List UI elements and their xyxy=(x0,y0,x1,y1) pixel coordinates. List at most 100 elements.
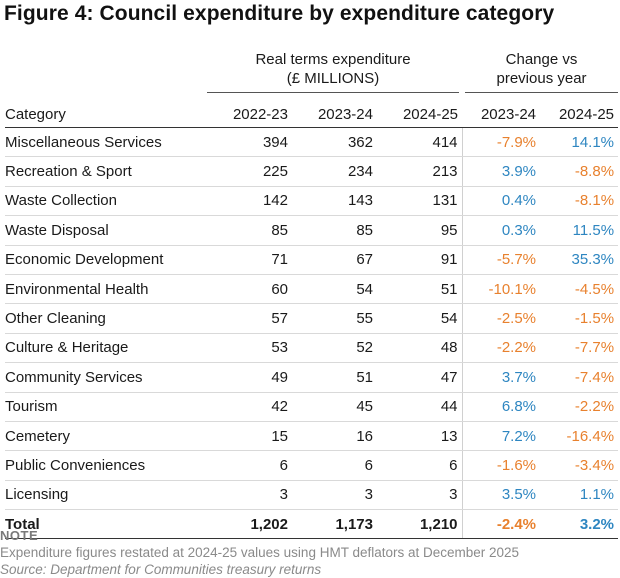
change-cell-2024-25: -7.7% xyxy=(540,333,619,364)
group-header-spacer xyxy=(5,46,207,93)
category-cell: Waste Disposal xyxy=(5,215,207,246)
change-cell-2024-25: 11.5% xyxy=(540,215,619,246)
total-row: Total 1,202 1,173 1,210 -2.4% 3.2% xyxy=(5,509,619,540)
value-cell-2023-24: 3 xyxy=(292,480,377,511)
value-cell-2023-24: 51 xyxy=(292,362,377,393)
column-header-2024-25: 2024-25 xyxy=(377,92,463,128)
value-cell-2023-24: 85 xyxy=(292,215,377,246)
value-cell-2024-25: 131 xyxy=(377,186,463,217)
note-text: Expenditure figures restated at 2024-25 … xyxy=(0,545,520,560)
value-cell-2024-25: 3 xyxy=(377,480,463,511)
change-cell-2024-25: -8.8% xyxy=(540,156,619,187)
value-cell-2023-24: 143 xyxy=(292,186,377,217)
category-cell: Public Conveniences xyxy=(5,450,207,481)
change-cell-2024-25: -3.4% xyxy=(540,450,619,481)
value-cell-2024-25: 95 xyxy=(377,215,463,246)
value-cell-2022-23: 57 xyxy=(207,303,292,334)
category-cell: Recreation & Sport xyxy=(5,156,207,187)
column-header-2022-23: 2022-23 xyxy=(207,92,292,128)
change-cell-2024-25: 1.1% xyxy=(540,480,619,511)
value-cell-2023-24: 6 xyxy=(292,450,377,481)
change-cell-2023-24: 3.9% xyxy=(461,156,541,187)
table-row: Other Cleaning 57 55 54 -2.5% -1.5% xyxy=(5,303,619,334)
total-change-2024-25: 3.2% xyxy=(540,509,619,540)
value-cell-2024-25: 44 xyxy=(377,392,463,422)
category-cell: Other Cleaning xyxy=(5,303,207,334)
change-cell-2023-24: 0.4% xyxy=(461,186,541,217)
table-row: Miscellaneous Services 394 362 414 -7.9% 14.1… xyxy=(5,127,619,158)
value-cell-2024-25: 13 xyxy=(377,421,463,452)
change-cell-2024-25: -4.5% xyxy=(540,274,619,305)
table-row: Waste Disposal 85 85 95 0.3% 11.5% xyxy=(5,215,619,246)
note-heading: NOTE xyxy=(0,528,39,543)
column-header-2023-24: 2023-24 xyxy=(292,92,377,128)
table-row: Environmental Health 60 54 51 -10.1% -4.5% xyxy=(5,274,619,305)
change-cell-2023-24: -2.5% xyxy=(461,303,541,334)
change-cell-2023-24: -1.6% xyxy=(461,450,541,481)
value-cell-2022-23: 142 xyxy=(207,186,292,217)
table-row: Licensing 3 3 3 3.5% 1.1% xyxy=(5,480,619,511)
group-header-change-line2: previous year xyxy=(496,70,587,87)
category-cell: Waste Collection xyxy=(5,186,207,217)
value-cell-2024-25: 48 xyxy=(377,333,463,364)
total-2024-25: 1,210 xyxy=(377,509,463,540)
change-cell-2023-24: -10.1% xyxy=(461,274,541,305)
change-cell-2024-25: 14.1% xyxy=(540,127,619,158)
total-2022-23: 1,202 xyxy=(207,509,292,540)
value-cell-2022-23: 3 xyxy=(207,480,292,511)
group-header-expenditure-line2: (£ MILLIONS) xyxy=(286,70,380,87)
group-header-expenditure-line1: Real terms expenditure xyxy=(255,51,411,68)
category-cell: Licensing xyxy=(5,480,207,511)
group-header-change: Change vs previous year xyxy=(459,46,619,93)
category-cell: Tourism xyxy=(5,392,207,422)
group-header-expenditure: Real terms expenditure (£ MILLIONS) xyxy=(207,46,466,93)
table-body: Miscellaneous Services 394 362 414 -7.9% 14.1… xyxy=(5,127,619,540)
figure-title: Figure 4: Council expenditure by expendi… xyxy=(4,2,555,25)
change-cell-2024-25: -7.4% xyxy=(540,362,619,393)
change-cell-2024-25: -8.1% xyxy=(540,186,619,217)
value-cell-2022-23: 71 xyxy=(207,245,292,275)
change-cell-2023-24: 3.5% xyxy=(461,480,541,511)
value-cell-2024-25: 51 xyxy=(377,274,463,305)
group-header-change-line1: Change vs xyxy=(505,51,578,68)
column-header-change-2023-24: 2023-24 xyxy=(462,92,541,128)
change-cell-2024-25: -1.5% xyxy=(540,303,619,334)
value-cell-2022-23: 60 xyxy=(207,274,292,305)
value-cell-2023-24: 54 xyxy=(292,274,377,305)
value-cell-2022-23: 85 xyxy=(207,215,292,246)
change-cell-2023-24: -7.9% xyxy=(461,127,541,158)
value-cell-2022-23: 6 xyxy=(207,450,292,481)
column-header-category: Category xyxy=(5,92,207,128)
expenditure-table: Real terms expenditure (£ MILLIONS) Chan… xyxy=(5,46,619,540)
value-cell-2023-24: 52 xyxy=(292,333,377,364)
change-cell-2023-24: 3.7% xyxy=(461,362,541,393)
value-cell-2023-24: 16 xyxy=(292,421,377,452)
note-block: NOTE Expenditure figures restated at 202… xyxy=(0,528,614,578)
value-cell-2022-23: 394 xyxy=(207,127,292,158)
category-cell: Cemetery xyxy=(5,421,207,452)
table-row: Culture & Heritage 53 52 48 -2.2% -7.7% xyxy=(5,333,619,364)
value-cell-2024-25: 213 xyxy=(377,156,463,187)
value-cell-2023-24: 55 xyxy=(292,303,377,334)
total-change-2023-24: -2.4% xyxy=(461,509,541,540)
change-cell-2023-24: 0.3% xyxy=(461,215,541,246)
category-cell: Miscellaneous Services xyxy=(5,127,207,158)
change-cell-2023-24: 7.2% xyxy=(461,421,541,452)
table-row: Cemetery 15 16 13 7.2% -16.4% xyxy=(5,421,619,452)
table-row: Economic Development 71 67 91 -5.7% 35.3% xyxy=(5,245,619,275)
value-cell-2024-25: 47 xyxy=(377,362,463,393)
value-cell-2022-23: 42 xyxy=(207,392,292,422)
change-cell-2023-24: -5.7% xyxy=(461,245,541,275)
value-cell-2023-24: 362 xyxy=(292,127,377,158)
value-cell-2024-25: 414 xyxy=(377,127,463,158)
value-cell-2022-23: 49 xyxy=(207,362,292,393)
total-2023-24: 1,173 xyxy=(292,509,377,540)
value-cell-2024-25: 54 xyxy=(377,303,463,334)
table-row: Waste Collection 142 143 131 0.4% -8.1% xyxy=(5,186,619,217)
change-cell-2024-25: -2.2% xyxy=(540,392,619,422)
value-cell-2023-24: 67 xyxy=(292,245,377,275)
value-cell-2023-24: 45 xyxy=(292,392,377,422)
column-header-row: Category 2022-23 2023-24 2024-25 2023-24… xyxy=(5,92,619,128)
value-cell-2022-23: 15 xyxy=(207,421,292,452)
